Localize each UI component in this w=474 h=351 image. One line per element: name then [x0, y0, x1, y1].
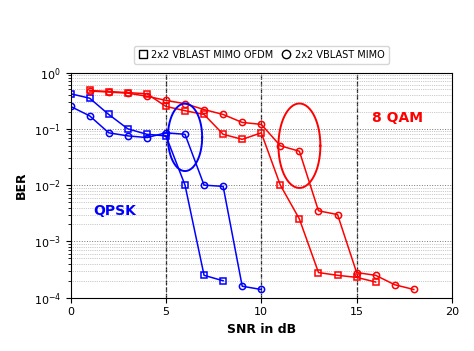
Text: QPSK: QPSK [93, 204, 137, 218]
X-axis label: SNR in dB: SNR in dB [227, 323, 296, 336]
Text: 8 QAM: 8 QAM [372, 111, 423, 125]
Y-axis label: BER: BER [15, 171, 28, 199]
Legend: 2x2 VBLAST MIMO OFDM, 2x2 VBLAST MIMO: 2x2 VBLAST MIMO OFDM, 2x2 VBLAST MIMO [134, 46, 389, 64]
